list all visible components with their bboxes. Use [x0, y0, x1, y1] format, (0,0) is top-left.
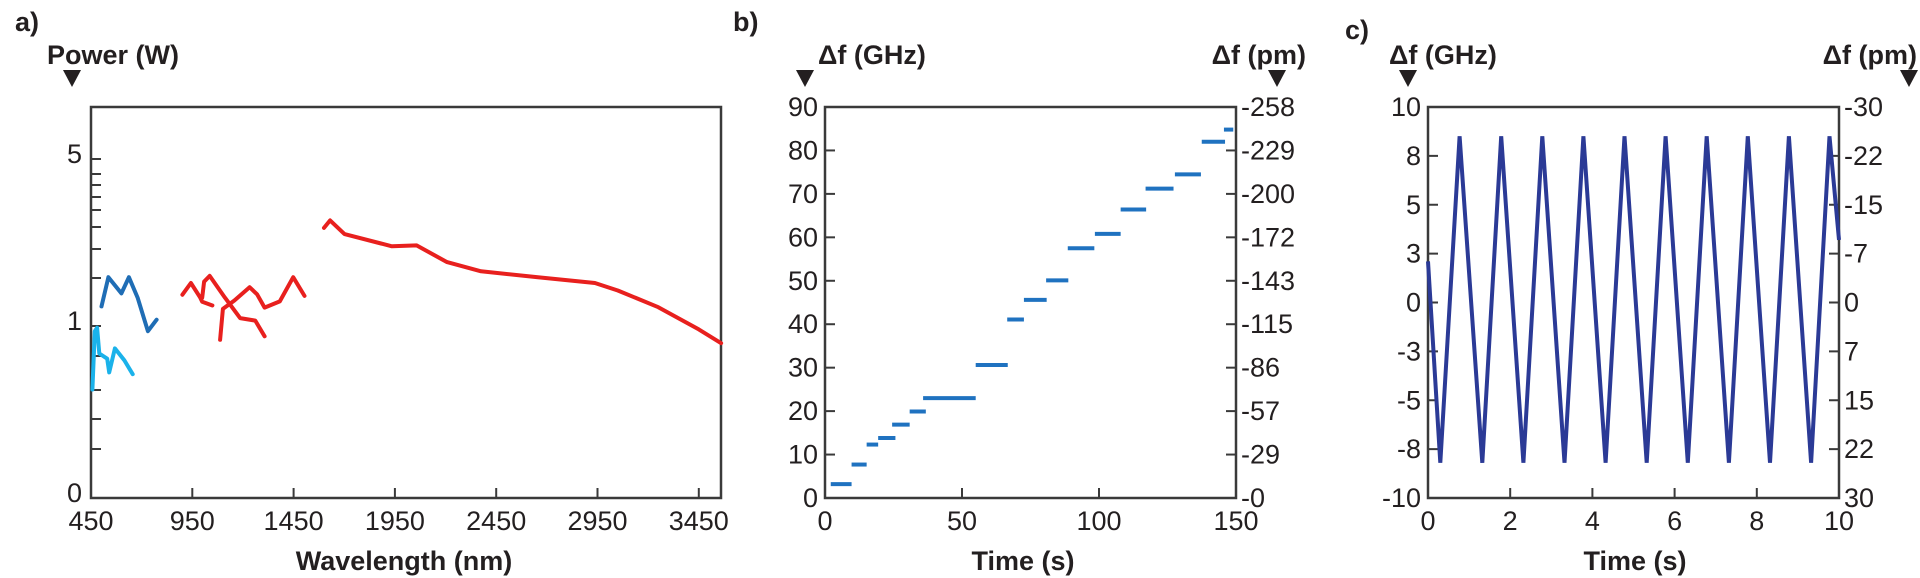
x-tick-label-c: 4: [1585, 506, 1600, 536]
y-axis-title-b: Δf (GHz): [818, 40, 926, 70]
x-tick-label-a: 1950: [365, 506, 425, 536]
y-tick-label-b: 40: [788, 309, 818, 339]
power-curve-5: [322, 218, 724, 346]
y-tick-label-c: -5: [1397, 385, 1421, 415]
x-tick-label-b: 100: [1076, 506, 1121, 536]
x-tick-label-a: 950: [170, 506, 215, 536]
panel-label-a: a): [15, 7, 39, 37]
x-tick-label-a: 1450: [264, 506, 324, 536]
panel-label-b: b): [733, 7, 758, 37]
y-tick-label-c: -8: [1397, 434, 1421, 464]
power-curve-1: [99, 275, 159, 334]
y-right-tick-label-b: -57: [1241, 396, 1280, 426]
x-tick-label-a: 3450: [669, 506, 729, 536]
plot-frame-a: [89, 105, 723, 500]
y-axis-title-c: Δf (GHz): [1389, 40, 1497, 70]
y-right-tick-label-b: -86: [1241, 353, 1280, 383]
y-axis-title-a: Power (W): [47, 40, 179, 70]
power-curve-3: [200, 273, 267, 339]
x-axis-title-c: Time (s): [1583, 546, 1686, 576]
y-right-axis-title-b: Δf (pm): [1212, 40, 1306, 70]
y-tick-label-c: -10: [1382, 483, 1421, 513]
x-tick-label-b: 50: [947, 506, 977, 536]
y-tick-label-c: 3: [1406, 239, 1421, 269]
y-tick-label-a: 5: [67, 139, 82, 169]
y-right-axis-arrow-icon: [1268, 70, 1286, 87]
power-curve-4: [218, 275, 307, 342]
y-right-tick-label-b: -29: [1241, 440, 1280, 470]
y-tick-label-c: 5: [1406, 190, 1421, 220]
y-tick-label-c: 8: [1406, 141, 1421, 171]
y-tick-label-c: 10: [1391, 92, 1421, 122]
y-right-tick-label-b: -143: [1241, 266, 1295, 296]
y-right-tick-label-c: 15: [1844, 385, 1874, 415]
x-tick-label-a: 450: [68, 506, 113, 536]
y-right-tick-label-c: -7: [1844, 239, 1868, 269]
y-tick-label-c: -3: [1397, 336, 1421, 366]
modulation-triangle-wave: [1426, 136, 1841, 463]
y-tick-label-b: 20: [788, 396, 818, 426]
plot-frame-b: [823, 105, 1238, 500]
x-tick-label-a: 2950: [567, 506, 627, 536]
y-axis-arrow-icon: [1399, 70, 1417, 87]
y-right-tick-label-c: -30: [1844, 92, 1883, 122]
power-curve-2: [180, 281, 215, 308]
y-right-tick-label-b: -229: [1241, 135, 1295, 165]
y-tick-label-a: 1: [67, 306, 82, 336]
y-right-tick-label-c: -22: [1844, 141, 1883, 171]
y-right-axis-title-c: Δf (pm): [1823, 40, 1917, 70]
y-tick-label-b: 80: [788, 135, 818, 165]
x-tick-label-c: 6: [1667, 506, 1682, 536]
y-right-tick-label-b: -0: [1241, 483, 1265, 513]
y-right-axis-arrow-icon: [1900, 70, 1918, 87]
x-axis-title-b: Time (s): [971, 546, 1074, 576]
x-tick-label-c: 2: [1503, 506, 1518, 536]
x-axis-title-a: Wavelength (nm): [296, 546, 513, 576]
y-right-tick-label-c: 22: [1844, 434, 1874, 464]
panel-label-c: c): [1345, 15, 1369, 45]
y-right-tick-label-b: -200: [1241, 179, 1295, 209]
x-tick-label-a: 2450: [466, 506, 526, 536]
y-tick-label-b: 70: [788, 179, 818, 209]
y-tick-label-b: 90: [788, 92, 818, 122]
y-right-tick-label-b: -115: [1241, 309, 1293, 339]
y-right-tick-label-c: 0: [1844, 288, 1859, 318]
y-right-tick-label-c: -15: [1844, 190, 1883, 220]
y-tick-label-b: 0: [803, 483, 818, 513]
y-tick-label-b: 60: [788, 222, 818, 252]
y-tick-label-b: 10: [788, 440, 818, 470]
y-tick-label-a: 0: [67, 478, 82, 508]
y-right-tick-label-c: 7: [1844, 336, 1859, 366]
y-tick-label-c: 0: [1406, 288, 1421, 318]
y-axis-arrow-icon: [63, 70, 81, 87]
x-tick-label-b: 150: [1213, 506, 1258, 536]
y-right-tick-label-b: -258: [1241, 92, 1295, 122]
y-right-tick-label-b: -172: [1241, 222, 1295, 252]
power-curve-0: [90, 325, 135, 392]
y-tick-label-b: 50: [788, 266, 818, 296]
x-tick-label-b: 0: [817, 506, 832, 536]
x-tick-label-c: 10: [1824, 506, 1854, 536]
y-tick-label-b: 30: [788, 353, 818, 383]
y-axis-arrow-icon: [796, 70, 814, 87]
y-right-tick-label-c: 30: [1844, 483, 1874, 513]
x-tick-label-c: 8: [1749, 506, 1764, 536]
x-tick-label-c: 0: [1420, 506, 1435, 536]
